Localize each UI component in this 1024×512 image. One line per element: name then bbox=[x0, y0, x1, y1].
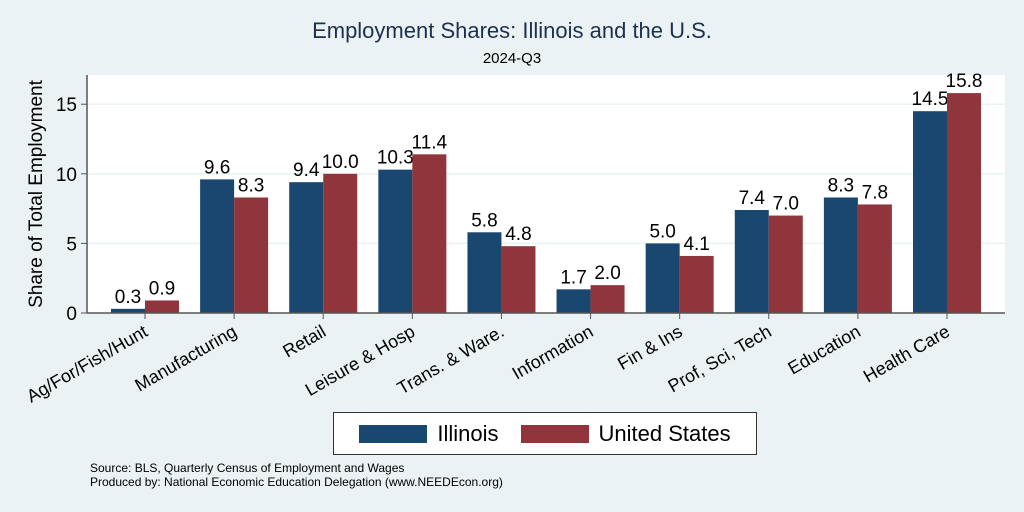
legend-item-us: United States bbox=[520, 420, 731, 447]
data-label: 15.8 bbox=[946, 71, 983, 92]
data-label: 5.8 bbox=[471, 210, 497, 231]
y-tick-label: 5 bbox=[66, 234, 77, 255]
data-label: 10.0 bbox=[322, 152, 359, 173]
bar-united-states bbox=[323, 173, 358, 313]
legend-label: United States bbox=[598, 420, 731, 446]
x-tick-label: Health Care bbox=[860, 321, 953, 386]
y-axis-label: Share of Total Employment bbox=[26, 79, 47, 307]
bar-united-states bbox=[412, 154, 447, 313]
data-label: 4.8 bbox=[505, 224, 531, 245]
data-label: 10.3 bbox=[377, 148, 414, 169]
legend-swatch-illinois bbox=[359, 424, 428, 443]
legend-swatch-us bbox=[520, 424, 589, 443]
bar-united-states bbox=[679, 255, 714, 313]
source-notes: Source: BLS, Quarterly Census of Employm… bbox=[90, 461, 503, 489]
y-tick-label: 0 bbox=[66, 304, 77, 325]
source-text: Source: BLS, Quarterly Census of Employm… bbox=[90, 461, 405, 475]
chart-subtitle: 2024-Q3 bbox=[482, 50, 542, 67]
x-tick-label: Information bbox=[509, 321, 597, 383]
data-label: 8.3 bbox=[238, 175, 264, 196]
bar-illinois bbox=[200, 179, 235, 313]
bar-united-states bbox=[947, 93, 981, 313]
produced-by-text: Produced by: National Economic Education… bbox=[90, 475, 503, 489]
legend-item-illinois: Illinois bbox=[359, 420, 499, 447]
data-label: 1.7 bbox=[560, 267, 586, 288]
data-label: 5.0 bbox=[649, 221, 675, 242]
data-label: 9.6 bbox=[204, 157, 230, 178]
data-label: 7.4 bbox=[739, 188, 766, 209]
chart-title: Employment Shares: Illinois and the U.S. bbox=[312, 18, 712, 43]
bar-illinois bbox=[823, 197, 858, 313]
bar-illinois bbox=[111, 308, 145, 313]
data-label: 7.8 bbox=[862, 182, 888, 203]
bar-united-states bbox=[590, 285, 625, 313]
data-label: 8.3 bbox=[828, 175, 854, 196]
bar-illinois bbox=[913, 111, 947, 313]
legend: Illinois United States bbox=[333, 412, 757, 455]
data-label: 11.4 bbox=[412, 132, 448, 153]
legend-label: Illinois bbox=[437, 420, 499, 446]
x-tick-label: Ag/For/Fish/Hunt bbox=[23, 321, 151, 406]
bar-united-states bbox=[234, 197, 269, 313]
data-label: 2.0 bbox=[594, 263, 620, 284]
x-tick-label: Retail bbox=[279, 321, 329, 361]
data-label: 14.5 bbox=[912, 89, 949, 110]
bar-illinois bbox=[734, 210, 769, 313]
x-tick-label: Manufacturing bbox=[131, 321, 240, 395]
data-label: 7.0 bbox=[773, 194, 799, 215]
x-tick-label: Education bbox=[785, 321, 864, 378]
bar-united-states bbox=[768, 215, 803, 313]
data-label: 9.4 bbox=[293, 160, 320, 181]
bar-illinois bbox=[556, 289, 591, 313]
y-tick-label: 15 bbox=[56, 95, 77, 116]
bar-united-states bbox=[857, 204, 892, 313]
data-label: 4.1 bbox=[683, 234, 709, 255]
y-tick-label: 10 bbox=[56, 165, 77, 186]
bar-united-states bbox=[501, 246, 536, 313]
data-label: 0.3 bbox=[115, 287, 141, 308]
bar-illinois bbox=[378, 169, 413, 313]
x-tick-label: Fin & Ins bbox=[614, 321, 686, 374]
bar-illinois bbox=[289, 182, 324, 313]
bar-united-states bbox=[145, 300, 179, 313]
bar-illinois bbox=[645, 243, 680, 313]
bar-illinois bbox=[467, 232, 502, 313]
data-label: 0.9 bbox=[149, 278, 175, 299]
